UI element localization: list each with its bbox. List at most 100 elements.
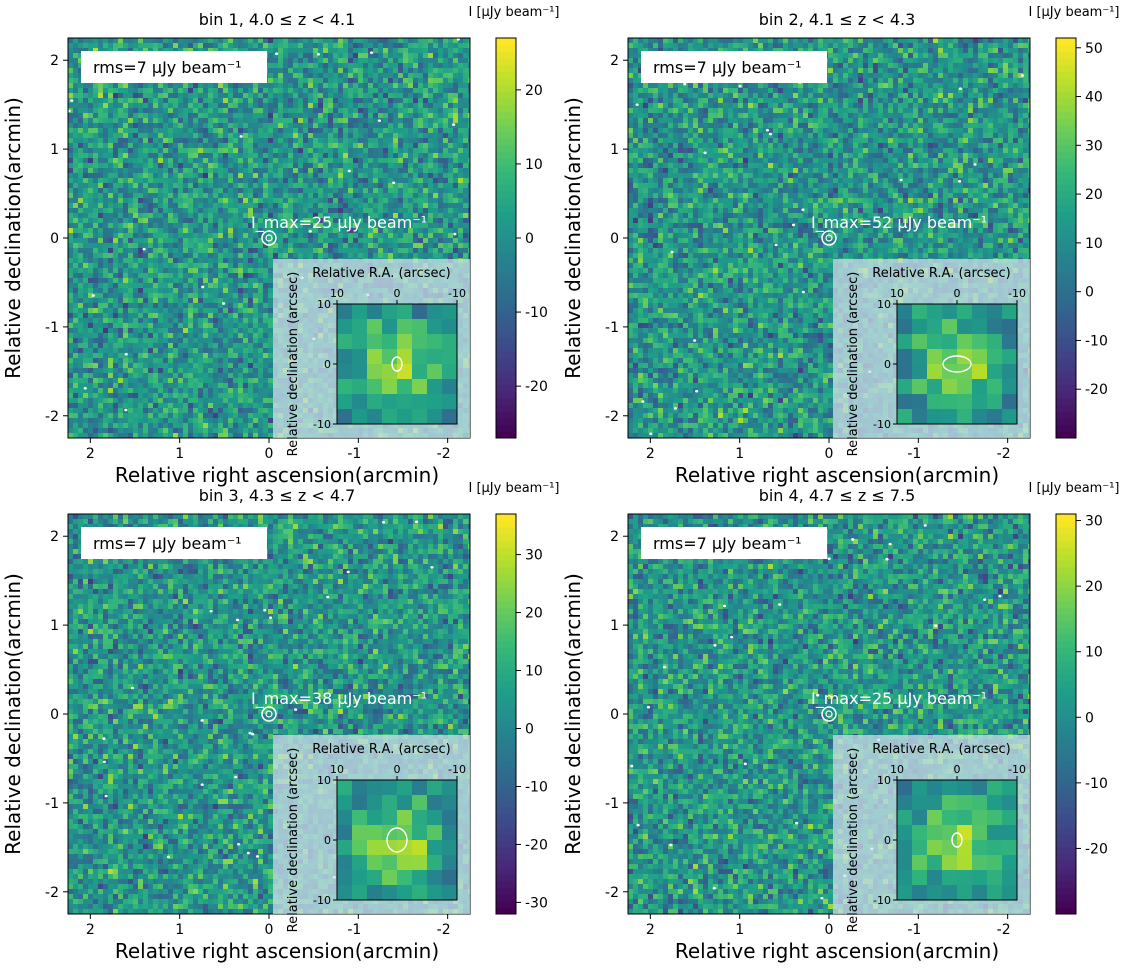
inset-pixel [367, 840, 383, 856]
contour-speck [934, 624, 938, 628]
colorbar-segment [496, 734, 516, 742]
rms-box [81, 51, 267, 83]
inset-pixel [927, 810, 943, 826]
inset-pixel [957, 795, 973, 811]
contour-speck [430, 566, 434, 569]
colorbar-segment [1056, 424, 1076, 432]
inset-pixel [957, 319, 973, 335]
colorbar-segment [496, 860, 516, 868]
x-tick-label: 0 [265, 446, 274, 462]
colorbar-segment [496, 560, 516, 568]
inset-pixel [427, 840, 443, 856]
colorbar-segment [496, 840, 516, 848]
inset-x-label: Relative R.A. (arcsec) [312, 266, 450, 281]
inset-pixel [367, 394, 383, 410]
inset-pixel [427, 885, 443, 901]
inset-pixel [972, 349, 988, 365]
contour-speck [899, 178, 903, 182]
colorbar-segment [496, 191, 516, 199]
inset-pixel [352, 795, 368, 811]
colorbar-segment [496, 144, 516, 152]
colorbar-segment [496, 284, 516, 292]
inset-pixel [942, 409, 958, 425]
contour-speck [166, 855, 171, 859]
x-tick-label: -1 [907, 446, 921, 462]
inset-pixel [442, 885, 458, 901]
colorbar-segment [496, 244, 516, 252]
inset-pixel [897, 349, 913, 365]
inset-pixel [912, 855, 928, 871]
inset-pixel [1002, 394, 1018, 410]
inset-y-tick-label: 10 [877, 774, 891, 787]
inset-pixel [912, 885, 928, 901]
colorbar-segment [1056, 124, 1076, 132]
inset-pixel [897, 780, 913, 796]
colorbar-segment [1056, 58, 1076, 66]
contour-speck [452, 123, 456, 126]
y-tick-label: 0 [50, 707, 59, 723]
inset-pixel [942, 780, 958, 796]
inset-pixel [412, 870, 428, 886]
contour-speck [801, 208, 805, 212]
source-contour [825, 710, 833, 718]
colorbar-segment [1056, 667, 1076, 675]
inset-pixel [427, 304, 443, 320]
colorbar-tick-label: 10 [525, 664, 543, 680]
colorbar-segment [1056, 800, 1076, 808]
inset-pixel [987, 780, 1003, 796]
contour-speck [392, 181, 396, 185]
colorbar-segment [1056, 747, 1076, 755]
contour-speck [246, 851, 250, 855]
colorbar-segment [1056, 211, 1076, 219]
contour-speck [124, 352, 128, 356]
inset-y-tick-label: 0 [324, 834, 331, 847]
inset-pixel [912, 334, 928, 350]
inset-pixel [442, 810, 458, 826]
x-tick-label: 2 [86, 922, 95, 938]
x-tick-label: 1 [735, 446, 744, 462]
inset-pixel [972, 319, 988, 335]
inset-pixel [442, 334, 458, 350]
colorbar-segment [496, 71, 516, 79]
inset-pixel [412, 409, 428, 425]
inset-pixel [927, 885, 943, 901]
colorbar-segment [1056, 734, 1076, 742]
inset-x-tick-label: 0 [954, 763, 961, 776]
colorbar-segment [1056, 171, 1076, 179]
colorbar-segment [496, 754, 516, 762]
contour-speck [958, 87, 962, 91]
colorbar-segment [496, 647, 516, 655]
colorbar-segment [1056, 720, 1076, 728]
contour-speck [308, 230, 312, 233]
inset-pixel [427, 795, 443, 811]
inset-pixel [897, 304, 913, 320]
contour-speck [91, 294, 95, 297]
inset-pixel [942, 319, 958, 335]
colorbar-tick-label: 0 [525, 231, 534, 247]
colorbar-segment [496, 138, 516, 146]
colorbar-segment [496, 151, 516, 159]
contour-speck [670, 250, 674, 254]
inset-pixel [942, 379, 958, 395]
x-tick-label: 1 [735, 922, 744, 938]
colorbar-segment [1056, 278, 1076, 286]
source-marker [261, 230, 277, 246]
inset-pixel [382, 334, 398, 350]
colorbar-segment [496, 594, 516, 602]
colorbar [496, 514, 516, 915]
colorbar-segment [1056, 807, 1076, 815]
inset-pixel [912, 780, 928, 796]
contour-speck [851, 538, 855, 541]
inset-pixel [1002, 810, 1018, 826]
colorbar-segment [496, 747, 516, 755]
inset-pixel [397, 349, 413, 365]
inset-pixel [337, 840, 353, 856]
contour-speck [669, 843, 673, 847]
inset-pixel [382, 855, 398, 871]
colorbar-segment [496, 318, 516, 326]
y-tick-label: -2 [45, 409, 59, 425]
inset-pixel [367, 379, 383, 395]
colorbar-segment [496, 600, 516, 608]
colorbar-segment [1056, 854, 1076, 862]
colorbar-segment [496, 424, 516, 432]
